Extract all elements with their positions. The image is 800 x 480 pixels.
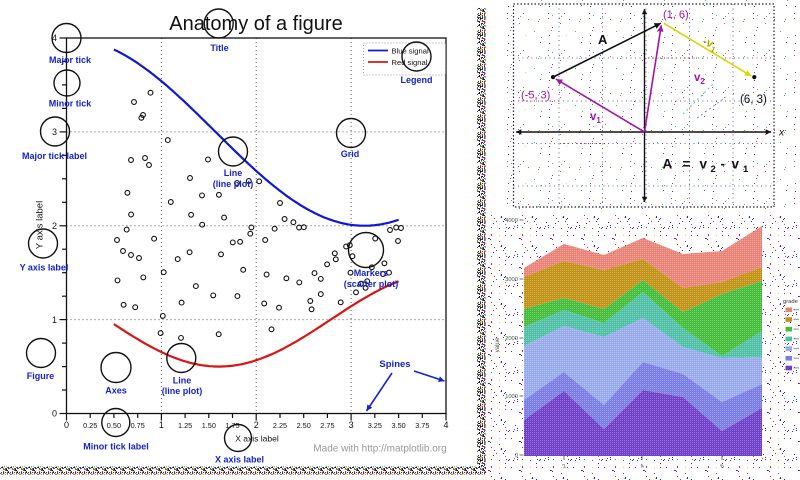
svg-text:0.25: 0.25 xyxy=(83,421,97,430)
svg-text:1.25: 1.25 xyxy=(178,421,192,430)
svg-text:1: 1 xyxy=(52,315,57,325)
svg-text:Legend: Legend xyxy=(400,75,432,85)
svg-text:Anatomy of a figure: Anatomy of a figure xyxy=(169,13,342,35)
svg-text:3: 3 xyxy=(52,127,57,137)
svg-text:X axis label: X axis label xyxy=(235,434,279,444)
svg-text:Y axis label: Y axis label xyxy=(20,263,69,273)
svg-text:Minor tick label: Minor tick label xyxy=(83,442,149,452)
svg-text:v1: v1 xyxy=(590,111,601,125)
svg-text:value: value xyxy=(494,337,501,352)
svg-text:4: 4 xyxy=(52,33,57,43)
svg-text:2: 2 xyxy=(254,420,259,430)
svg-text:2000: 2000 xyxy=(505,336,518,342)
svg-text:Major tick: Major tick xyxy=(49,55,92,65)
svg-text:Blue signal: Blue signal xyxy=(392,47,429,56)
svg-text:2.50: 2.50 xyxy=(297,421,311,430)
svg-text:3: 3 xyxy=(349,420,354,430)
svg-text:0.50: 0.50 xyxy=(107,421,121,430)
svg-text:Red signal: Red signal xyxy=(392,58,428,67)
svg-text:0: 0 xyxy=(64,420,69,430)
svg-text:Line: Line xyxy=(224,168,243,178)
svg-text:v2: v2 xyxy=(694,72,705,86)
svg-text:A=v2-v1: A = v 2- v 1 xyxy=(663,157,750,176)
svg-text:0.75: 0.75 xyxy=(131,421,145,430)
svg-text:4: 4 xyxy=(443,420,448,430)
svg-text:Made with http://matplotlib.or: Made with http://matplotlib.org xyxy=(313,444,446,455)
svg-text:6: 6 xyxy=(720,463,726,470)
svg-text:2.25: 2.25 xyxy=(273,421,287,430)
svg-text:4: 4 xyxy=(640,463,646,470)
svg-text:0: 0 xyxy=(515,453,518,459)
svg-text:Markers: Markers xyxy=(354,268,389,278)
svg-text:X axis label: X axis label xyxy=(215,455,264,465)
svg-text:Minor tick: Minor tick xyxy=(49,99,92,109)
svg-text:1000: 1000 xyxy=(505,394,518,400)
svg-text:(line plot): (line plot) xyxy=(213,179,254,189)
svg-text:2: 2 xyxy=(52,221,57,231)
svg-text:Major tick label: Major tick label xyxy=(22,151,87,161)
svg-text:(scatter plot): (scatter plot) xyxy=(344,279,399,289)
svg-text:grade: grade xyxy=(783,299,798,305)
svg-text:0: 0 xyxy=(52,409,57,419)
svg-text:3000: 3000 xyxy=(505,277,518,283)
svg-text:A: A xyxy=(598,32,608,47)
svg-text:1: 1 xyxy=(159,420,164,430)
svg-text:4000: 4000 xyxy=(505,218,518,224)
svg-text:2.75: 2.75 xyxy=(320,421,334,430)
svg-text:1.50: 1.50 xyxy=(202,421,216,430)
svg-text:2: 2 xyxy=(562,463,568,470)
svg-text:(1, 6): (1, 6) xyxy=(663,9,689,21)
svg-text:(-5, 3): (-5, 3) xyxy=(521,90,550,102)
svg-text:Figure: Figure xyxy=(27,371,55,381)
svg-text:Title: Title xyxy=(210,43,228,53)
svg-text:Line: Line xyxy=(173,376,192,386)
svg-text:(line plot): (line plot) xyxy=(162,386,203,396)
svg-text:Grid: Grid xyxy=(341,149,360,159)
svg-text:3.25: 3.25 xyxy=(368,421,382,430)
svg-text:3.75: 3.75 xyxy=(415,421,429,430)
svg-text:3.50: 3.50 xyxy=(391,421,405,430)
svg-text:Axes: Axes xyxy=(105,386,127,396)
svg-text:x: x xyxy=(778,127,785,139)
svg-text:Y axis label: Y axis label xyxy=(35,201,46,249)
svg-text:Spines: Spines xyxy=(379,359,410,370)
svg-text:(6, 3): (6, 3) xyxy=(740,94,767,106)
